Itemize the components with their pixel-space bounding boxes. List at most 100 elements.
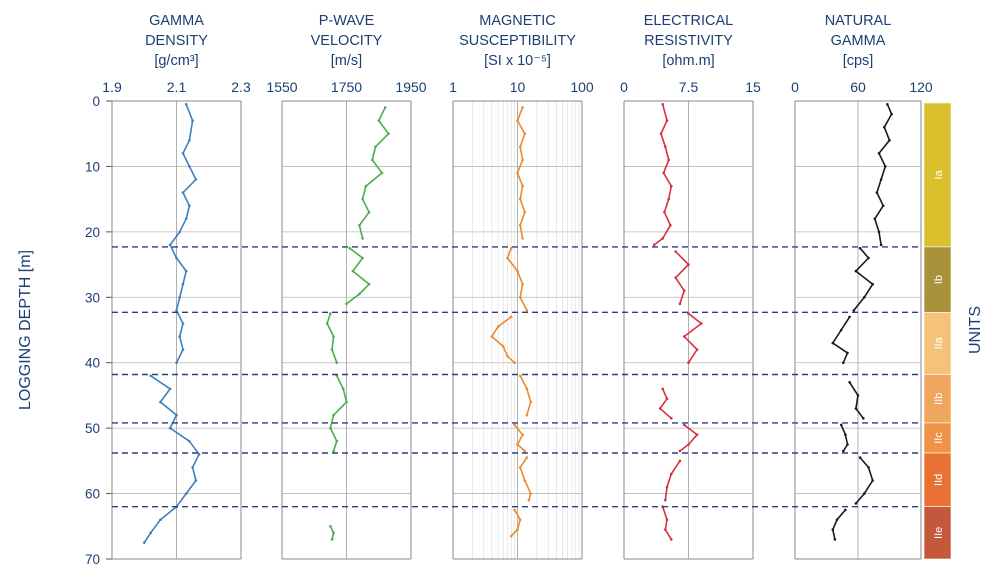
data-point: [516, 269, 519, 273]
data-point: [513, 508, 516, 512]
data-point: [664, 498, 667, 502]
data-point: [197, 453, 201, 456]
data-point: [149, 374, 152, 378]
depth-tick-label: 30: [85, 290, 100, 305]
data-point: [863, 296, 866, 299]
data-point: [332, 335, 335, 338]
data-series-line: [358, 107, 390, 239]
data-series-line: [326, 313, 338, 363]
data-point: [833, 538, 837, 541]
data-point: [332, 531, 335, 535]
data-point: [867, 256, 870, 260]
units-axis-label: UNITS: [967, 306, 984, 354]
data-point: [506, 256, 509, 260]
data-series-line: [329, 375, 348, 452]
data-point: [871, 479, 874, 482]
data-point: [678, 449, 682, 453]
data-point: [687, 361, 690, 365]
panel-tick-label: 2.3: [231, 79, 251, 95]
data-series-line: [519, 375, 532, 416]
data-point: [881, 204, 885, 207]
data-point: [178, 296, 181, 299]
data-point: [374, 145, 377, 149]
unit-block: [923, 312, 952, 375]
data-point: [506, 354, 509, 358]
data-point: [839, 328, 843, 332]
panel-title-line: MAGNETIC: [479, 13, 556, 29]
data-point: [687, 263, 690, 266]
data-point: [358, 292, 361, 296]
data-point: [854, 407, 858, 410]
unit-label: Ia: [933, 169, 945, 179]
data-series-line: [143, 375, 200, 544]
data-point: [188, 165, 191, 168]
data-point: [831, 528, 835, 531]
depth-tick-label: 50: [85, 421, 100, 436]
data-point: [367, 282, 371, 286]
data-series-line: [683, 312, 703, 364]
data-point: [184, 217, 188, 221]
data-point: [664, 145, 667, 149]
data-point: [342, 387, 345, 391]
data-point: [667, 197, 670, 201]
data-point: [875, 191, 879, 194]
data-point: [856, 394, 860, 397]
data-series-line: [853, 247, 874, 311]
data-point: [884, 165, 887, 168]
data-point: [678, 302, 682, 306]
panel-title-line: SUSCEPTIBILITY: [459, 33, 576, 49]
unit-label: IIc: [933, 432, 945, 444]
data-point: [670, 417, 673, 420]
data-series-line: [510, 509, 522, 537]
data-point: [332, 413, 335, 417]
data-point: [361, 237, 364, 240]
data-point: [184, 103, 188, 106]
data-point: [181, 322, 185, 325]
data-point: [664, 528, 667, 531]
data-point: [682, 423, 686, 427]
data-point: [191, 119, 194, 122]
data-point: [345, 302, 348, 306]
data-point: [518, 145, 522, 149]
data-point: [383, 106, 387, 109]
data-point: [682, 335, 686, 338]
data-point: [358, 224, 361, 227]
panel-title-line: [ohm.m]: [662, 53, 714, 69]
data-point: [377, 119, 381, 122]
data-point: [871, 282, 874, 286]
data-point: [168, 426, 172, 430]
data-point: [846, 351, 849, 355]
data-series-line: [674, 250, 690, 305]
panel-tick-label: 1950: [395, 79, 426, 95]
data-point: [879, 243, 883, 247]
data-point: [175, 256, 178, 260]
data-point: [380, 171, 384, 175]
data-point: [351, 269, 355, 273]
depth-tick-label: 0: [92, 94, 100, 109]
data-series-line: [848, 381, 864, 419]
depth-tick-label: 70: [85, 552, 100, 567]
data-point: [159, 400, 162, 404]
data-point: [846, 443, 849, 446]
data-point: [674, 250, 677, 253]
data-point: [518, 374, 522, 378]
panel-title-line: [m/s]: [331, 53, 362, 69]
panel-tick-label: 1550: [266, 79, 297, 95]
data-point: [329, 525, 332, 528]
y-axis-label: LOGGING DEPTH [m]: [17, 250, 34, 410]
data-point: [687, 443, 690, 446]
data-point: [332, 449, 335, 453]
data-point: [509, 315, 513, 319]
data-series-line: [169, 104, 197, 364]
panel-title-line: GAMMA: [149, 13, 204, 29]
depth-tick-label: 20: [85, 225, 100, 240]
data-series-line: [506, 247, 528, 311]
data-point: [669, 224, 672, 227]
data-point: [521, 433, 524, 437]
panel-title-line: RESISTIVITY: [644, 33, 733, 49]
panel-tick-label: 1750: [331, 79, 362, 95]
panel-title-line: NATURAL: [825, 13, 892, 29]
panel-title-line: GAMMA: [831, 33, 886, 49]
data-point: [658, 407, 662, 410]
data-point: [858, 456, 862, 459]
